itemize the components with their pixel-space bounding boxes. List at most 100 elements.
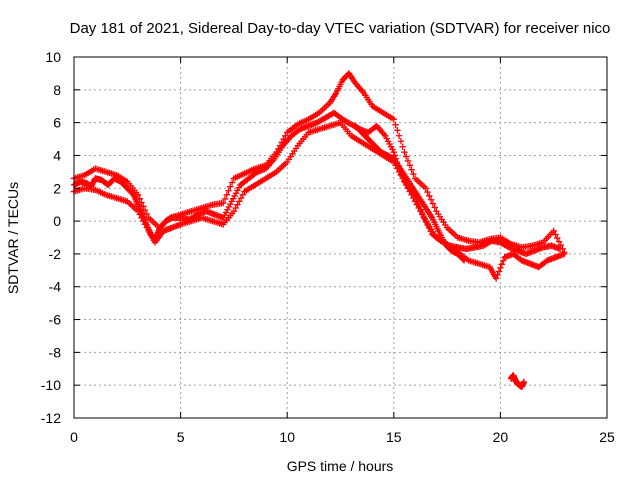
data-point <box>413 201 421 208</box>
data-point <box>397 138 405 145</box>
data-point <box>394 127 401 134</box>
data-point <box>420 214 428 222</box>
plot-frame <box>73 56 608 419</box>
x-tick-label: 10 <box>279 429 295 445</box>
y-tick-label: 10 <box>45 49 61 65</box>
data-point <box>227 183 234 190</box>
data-point <box>141 221 149 228</box>
data-point <box>410 194 417 202</box>
data-point <box>424 188 431 196</box>
data-point <box>408 191 415 199</box>
y-tick-label: -4 <box>49 279 62 295</box>
data-point <box>140 217 147 225</box>
data-point <box>552 231 559 238</box>
data-point <box>408 166 415 173</box>
data-point <box>225 187 232 194</box>
data-point <box>415 204 422 212</box>
data-point <box>395 132 403 139</box>
x-tick-label: 15 <box>386 429 402 445</box>
data-point <box>550 227 557 235</box>
data-point <box>429 200 437 207</box>
y-axis-label: SDTVAR / TECUs <box>5 182 21 294</box>
data-point <box>411 198 419 205</box>
data-point <box>276 142 284 149</box>
y-tick-label: 4 <box>53 147 61 163</box>
data-point <box>557 241 565 249</box>
data-point <box>417 208 424 215</box>
data-point <box>561 250 568 258</box>
chart-title: Day 181 of 2021, Sidereal Day-to-day VTE… <box>70 20 611 37</box>
y-tick-label: 6 <box>53 115 61 131</box>
x-axis-label: GPS time / hours <box>287 458 394 474</box>
data-point <box>419 211 426 218</box>
data-point <box>220 199 227 207</box>
data-point <box>500 257 507 264</box>
y-tick-label: 2 <box>53 180 61 196</box>
data-point <box>426 192 433 200</box>
data-point <box>403 153 410 160</box>
data-point <box>280 135 287 143</box>
series-sdtvar-outlier <box>507 372 528 391</box>
data-marks <box>70 70 568 391</box>
data-point <box>228 179 236 186</box>
y-tick-label: -8 <box>49 344 62 360</box>
series-sdtvar-upper <box>70 70 568 256</box>
data-point <box>494 271 501 279</box>
data-point <box>401 148 408 156</box>
data-point <box>275 145 282 153</box>
data-point <box>234 201 241 208</box>
data-point <box>136 195 143 202</box>
data-point <box>141 206 149 214</box>
data-point <box>138 199 145 206</box>
y-tick-label: -6 <box>49 312 62 328</box>
data-point <box>495 268 503 275</box>
data-point <box>136 211 143 218</box>
data-point <box>555 238 563 245</box>
data-point <box>138 214 145 222</box>
data-point <box>236 198 243 205</box>
data-point <box>431 204 438 211</box>
x-tick-label: 20 <box>493 429 509 445</box>
data-point <box>143 224 151 231</box>
data-point <box>278 139 286 146</box>
x-tick-label: 5 <box>177 429 185 445</box>
data-point <box>239 191 246 199</box>
series-sdtvar-late-branch <box>352 122 468 264</box>
data-point <box>134 208 142 215</box>
y-tick-label: -10 <box>41 377 61 393</box>
y-tick-label: 0 <box>53 213 61 229</box>
y-tick-label: -2 <box>49 246 62 262</box>
data-point <box>559 245 566 252</box>
data-point <box>237 194 245 202</box>
data-point <box>497 264 504 272</box>
data-point <box>232 204 239 212</box>
data-point <box>140 203 147 210</box>
data-point <box>460 257 468 264</box>
data-point <box>143 210 151 218</box>
data-point <box>410 170 417 178</box>
data-point <box>273 148 280 156</box>
data-point <box>427 196 435 203</box>
data-point <box>498 261 506 268</box>
data-point <box>390 116 397 123</box>
y-tick-label: -12 <box>41 410 61 426</box>
data-point <box>459 256 467 263</box>
data-point <box>282 132 289 139</box>
data-point <box>406 162 413 169</box>
data-point <box>221 195 229 203</box>
data-point <box>492 275 500 282</box>
data-point <box>392 121 399 129</box>
series-sdtvar-lower <box>70 119 568 282</box>
x-tick-label: 0 <box>70 429 78 445</box>
data-point <box>399 143 406 150</box>
data-point <box>554 234 561 242</box>
x-tick-label: 25 <box>599 429 615 445</box>
data-point <box>390 148 397 156</box>
data-point <box>230 208 238 215</box>
data-point <box>422 185 429 192</box>
data-point <box>404 157 412 165</box>
data-point <box>520 378 528 386</box>
axis-ticks: 0 5 10 15 20 25 -12 -10 -8 -6 -4 -2 0 2 4 6 8 10 <box>41 49 615 445</box>
